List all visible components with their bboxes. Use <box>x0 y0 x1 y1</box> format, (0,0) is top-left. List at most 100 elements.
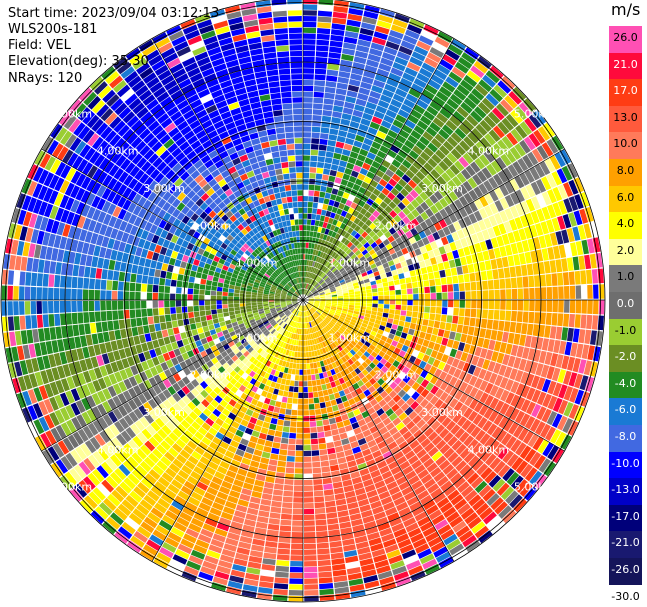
range-gate <box>353 197 361 205</box>
range-gate <box>406 61 421 72</box>
range-gate <box>319 258 324 264</box>
range-gate <box>484 205 494 217</box>
range-gate <box>348 271 355 277</box>
range-gate <box>291 543 303 550</box>
range-gate <box>320 133 329 140</box>
range-gate <box>340 230 347 237</box>
range-gate <box>330 289 337 293</box>
range-gate <box>303 329 305 335</box>
range-gate <box>108 259 116 270</box>
range-gate <box>376 283 383 288</box>
range-gate <box>307 284 311 290</box>
range-gate <box>397 83 410 93</box>
range-gate <box>460 256 467 266</box>
range-gate <box>485 239 493 250</box>
range-gate <box>557 272 564 286</box>
range-gate <box>442 226 451 236</box>
range-gate <box>321 209 327 216</box>
range-gate <box>380 226 388 234</box>
range-gate <box>361 300 367 303</box>
range-gate <box>377 99 390 109</box>
range-gate <box>471 88 485 101</box>
range-gate <box>328 282 334 287</box>
range-gate <box>397 149 408 159</box>
range-gate <box>430 293 436 300</box>
range-gate <box>174 333 182 342</box>
range-gate <box>352 109 364 118</box>
range-gate <box>42 273 49 287</box>
range-gate <box>310 248 314 255</box>
range-gate <box>272 594 288 601</box>
range-gate <box>7 301 13 316</box>
range-gate <box>390 187 400 196</box>
range-gate <box>338 515 350 523</box>
range-gate <box>534 275 541 287</box>
range-gate <box>376 222 385 230</box>
range-gate <box>311 126 321 133</box>
range-gate <box>317 22 331 29</box>
range-gate <box>411 218 420 227</box>
range-gate <box>547 189 557 204</box>
range-gate <box>354 259 361 265</box>
range-gate <box>373 271 380 277</box>
range-gate <box>403 98 416 109</box>
range-gate <box>351 265 358 271</box>
range-gate <box>13 316 20 331</box>
range-gate <box>378 269 386 275</box>
range-gate <box>484 260 492 271</box>
range-gate <box>450 323 458 332</box>
range-gate <box>290 555 303 561</box>
range-gate <box>354 288 360 292</box>
range-gate <box>420 325 428 333</box>
range-gate <box>324 289 330 293</box>
range-gate <box>292 508 303 515</box>
range-gate <box>321 283 327 288</box>
range-gate <box>366 306 372 311</box>
range-gate <box>348 251 355 258</box>
range-gate <box>306 357 310 364</box>
range-gate <box>332 158 340 166</box>
range-gate <box>382 312 389 318</box>
range-gate <box>318 443 327 450</box>
range-gate <box>380 258 388 265</box>
range-gate <box>100 300 106 311</box>
range-gate <box>135 291 141 300</box>
range-gate <box>394 284 401 290</box>
range-gate <box>294 479 303 486</box>
range-gate <box>534 163 546 178</box>
range-gate <box>114 329 122 340</box>
range-gate <box>262 421 270 429</box>
range-gate <box>270 506 282 514</box>
range-gate <box>147 276 154 285</box>
range-gate <box>303 219 307 225</box>
range-gate <box>155 261 163 270</box>
range-gate <box>346 220 353 227</box>
range-gate <box>228 300 234 304</box>
range-gate <box>91 256 99 268</box>
range-gate <box>106 310 113 321</box>
range-gate <box>394 183 404 192</box>
range-gate <box>472 222 482 233</box>
range-gate <box>97 332 105 344</box>
range-gate <box>319 583 334 590</box>
range-gate <box>307 293 312 297</box>
range-gate <box>408 88 421 99</box>
range-gate <box>326 248 332 255</box>
range-gate <box>342 107 354 115</box>
range-gate <box>273 406 281 413</box>
range-gate <box>375 279 382 284</box>
range-gate <box>563 182 574 197</box>
range-gate <box>42 301 48 314</box>
range-gate <box>473 210 483 222</box>
range-gate <box>416 40 431 52</box>
range-gate <box>370 263 377 269</box>
range-gate <box>332 481 343 489</box>
range-gate <box>324 216 330 223</box>
range-gate <box>112 310 119 320</box>
range-gate <box>32 258 39 273</box>
range-gate <box>528 275 535 288</box>
range-gate <box>303 334 306 341</box>
range-gate <box>303 340 306 346</box>
range-gate <box>523 226 533 239</box>
range-gate <box>449 241 457 251</box>
